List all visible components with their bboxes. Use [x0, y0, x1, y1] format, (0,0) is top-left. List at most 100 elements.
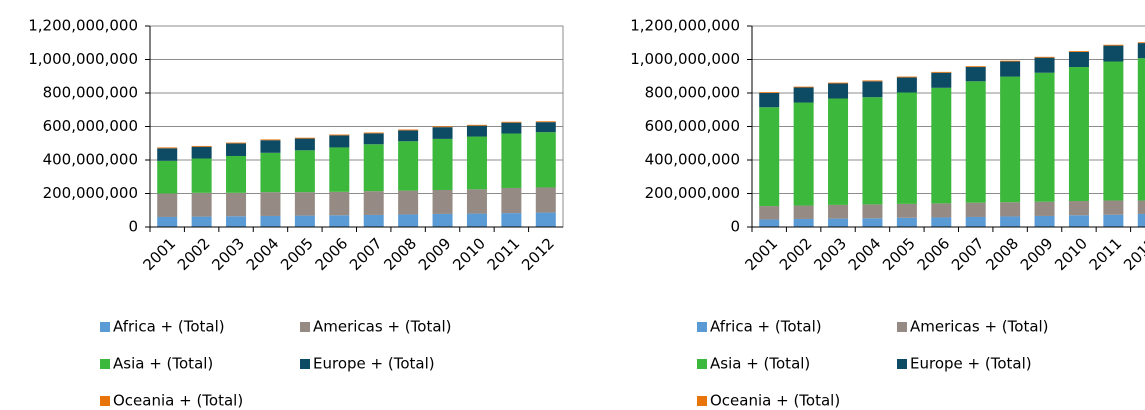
bar-segment — [862, 218, 883, 227]
bar-segment — [896, 92, 917, 204]
legend-label: Asia + (Total) — [710, 355, 810, 373]
x-tick-label: 2012 — [1120, 234, 1145, 274]
bar-segment — [1034, 72, 1055, 202]
legend-label: Europe + (Total) — [313, 355, 435, 373]
x-tick-label: 2012 — [518, 234, 558, 274]
x-tick-label: 2006 — [914, 234, 954, 274]
bar-segment — [828, 98, 849, 205]
bar-segment — [157, 216, 178, 227]
bar-segment — [226, 143, 247, 156]
bar-segment — [1137, 42, 1145, 44]
bar-segment — [363, 144, 384, 192]
bar-segment — [398, 129, 419, 131]
bar-segment — [329, 135, 350, 148]
legend-swatch — [100, 359, 110, 369]
bar-segment — [759, 107, 780, 207]
bar-segment — [828, 82, 849, 84]
bar-segment — [432, 127, 453, 139]
bar-segment — [432, 213, 453, 227]
bar-segment — [432, 189, 453, 214]
y-tick-label: 800,000,000 — [645, 84, 740, 102]
legend-label: Americas + (Total) — [910, 318, 1049, 336]
x-tick-label: 2006 — [312, 234, 352, 274]
bar-segment — [294, 215, 315, 227]
y-tick-label: 0 — [730, 218, 740, 236]
bar-segment — [1103, 214, 1124, 227]
bar-segment — [1000, 61, 1021, 77]
bar-segment — [793, 86, 814, 88]
bar-segment — [1034, 215, 1055, 227]
bar-segment — [535, 121, 556, 123]
legend-label: Oceania + (Total) — [710, 392, 840, 410]
x-tick-label: 2004 — [845, 234, 885, 274]
bar-segment — [260, 215, 281, 227]
bar-segment — [432, 138, 453, 190]
bar-segment — [501, 213, 522, 227]
bar-segment — [896, 76, 917, 78]
y-tick-label: 1,000,000,000 — [28, 50, 138, 68]
x-tick-label: 2008 — [982, 234, 1022, 274]
bar-segment — [363, 132, 384, 134]
bar-segment — [466, 124, 487, 126]
y-tick-label: 1,000,000,000 — [630, 50, 740, 68]
y-tick-label: 600,000,000 — [43, 117, 138, 135]
bar-segment — [1068, 51, 1089, 68]
x-tick-label: 2008 — [380, 234, 420, 274]
bar-segment — [363, 191, 384, 215]
legend-label: Africa + (Total) — [113, 318, 225, 336]
x-tick-label: 2005 — [879, 234, 919, 274]
y-tick-label: 200,000,000 — [645, 184, 740, 202]
bar-segment — [1000, 216, 1021, 227]
bar-segment — [294, 138, 315, 151]
bar-segment — [1068, 51, 1089, 52]
bar-segment — [1137, 43, 1145, 59]
legend-label: Asia + (Total) — [113, 355, 213, 373]
legend-swatch — [300, 322, 310, 332]
bar-segment — [363, 214, 384, 227]
bar-segment — [1137, 58, 1145, 201]
bar-segment — [931, 203, 952, 218]
legend-swatch — [697, 396, 707, 406]
bar-segment — [931, 87, 952, 204]
bar-segment — [965, 216, 986, 227]
x-tick-label: 2001 — [139, 234, 179, 274]
bar-segment — [965, 67, 986, 82]
bar-segment — [294, 150, 315, 193]
bar-segment — [466, 125, 487, 137]
x-tick-label: 2001 — [741, 234, 781, 274]
bar-segment — [793, 102, 814, 206]
bar-segment — [157, 147, 178, 149]
bar-segment — [466, 213, 487, 227]
y-tick-label: 1,200,000,000 — [28, 17, 138, 35]
bar-segment — [157, 160, 178, 194]
y-tick-label: 800,000,000 — [43, 84, 138, 102]
x-tick-label: 2009 — [415, 234, 455, 274]
bar-segment — [1068, 215, 1089, 227]
bar-segment — [191, 146, 212, 159]
bar-segment — [191, 216, 212, 227]
x-tick-label: 2009 — [1017, 234, 1057, 274]
legend-swatch — [100, 322, 110, 332]
bar-segment — [965, 81, 986, 203]
legend-label: Africa + (Total) — [710, 318, 822, 336]
bar-segment — [759, 219, 780, 227]
bar-segment — [759, 92, 780, 93]
bar-segment — [828, 218, 849, 227]
y-tick-label: 0 — [128, 218, 138, 236]
bar-segment — [1103, 61, 1124, 201]
bar-segment — [260, 152, 281, 193]
bar-segment — [191, 145, 212, 147]
x-tick-label: 2003 — [208, 234, 248, 274]
legend-swatch — [697, 322, 707, 332]
x-tick-label: 2007 — [346, 234, 386, 274]
bar-segment — [191, 158, 212, 193]
x-tick-label: 2005 — [277, 234, 317, 274]
bar-segment — [329, 215, 350, 227]
y-tick-label: 1,200,000,000 — [630, 17, 740, 35]
bar-segment — [501, 133, 522, 188]
legend-swatch — [300, 359, 310, 369]
bar-segment — [965, 66, 986, 68]
bar-segment — [759, 93, 780, 108]
legend-swatch — [897, 322, 907, 332]
bar-segment — [862, 204, 883, 219]
